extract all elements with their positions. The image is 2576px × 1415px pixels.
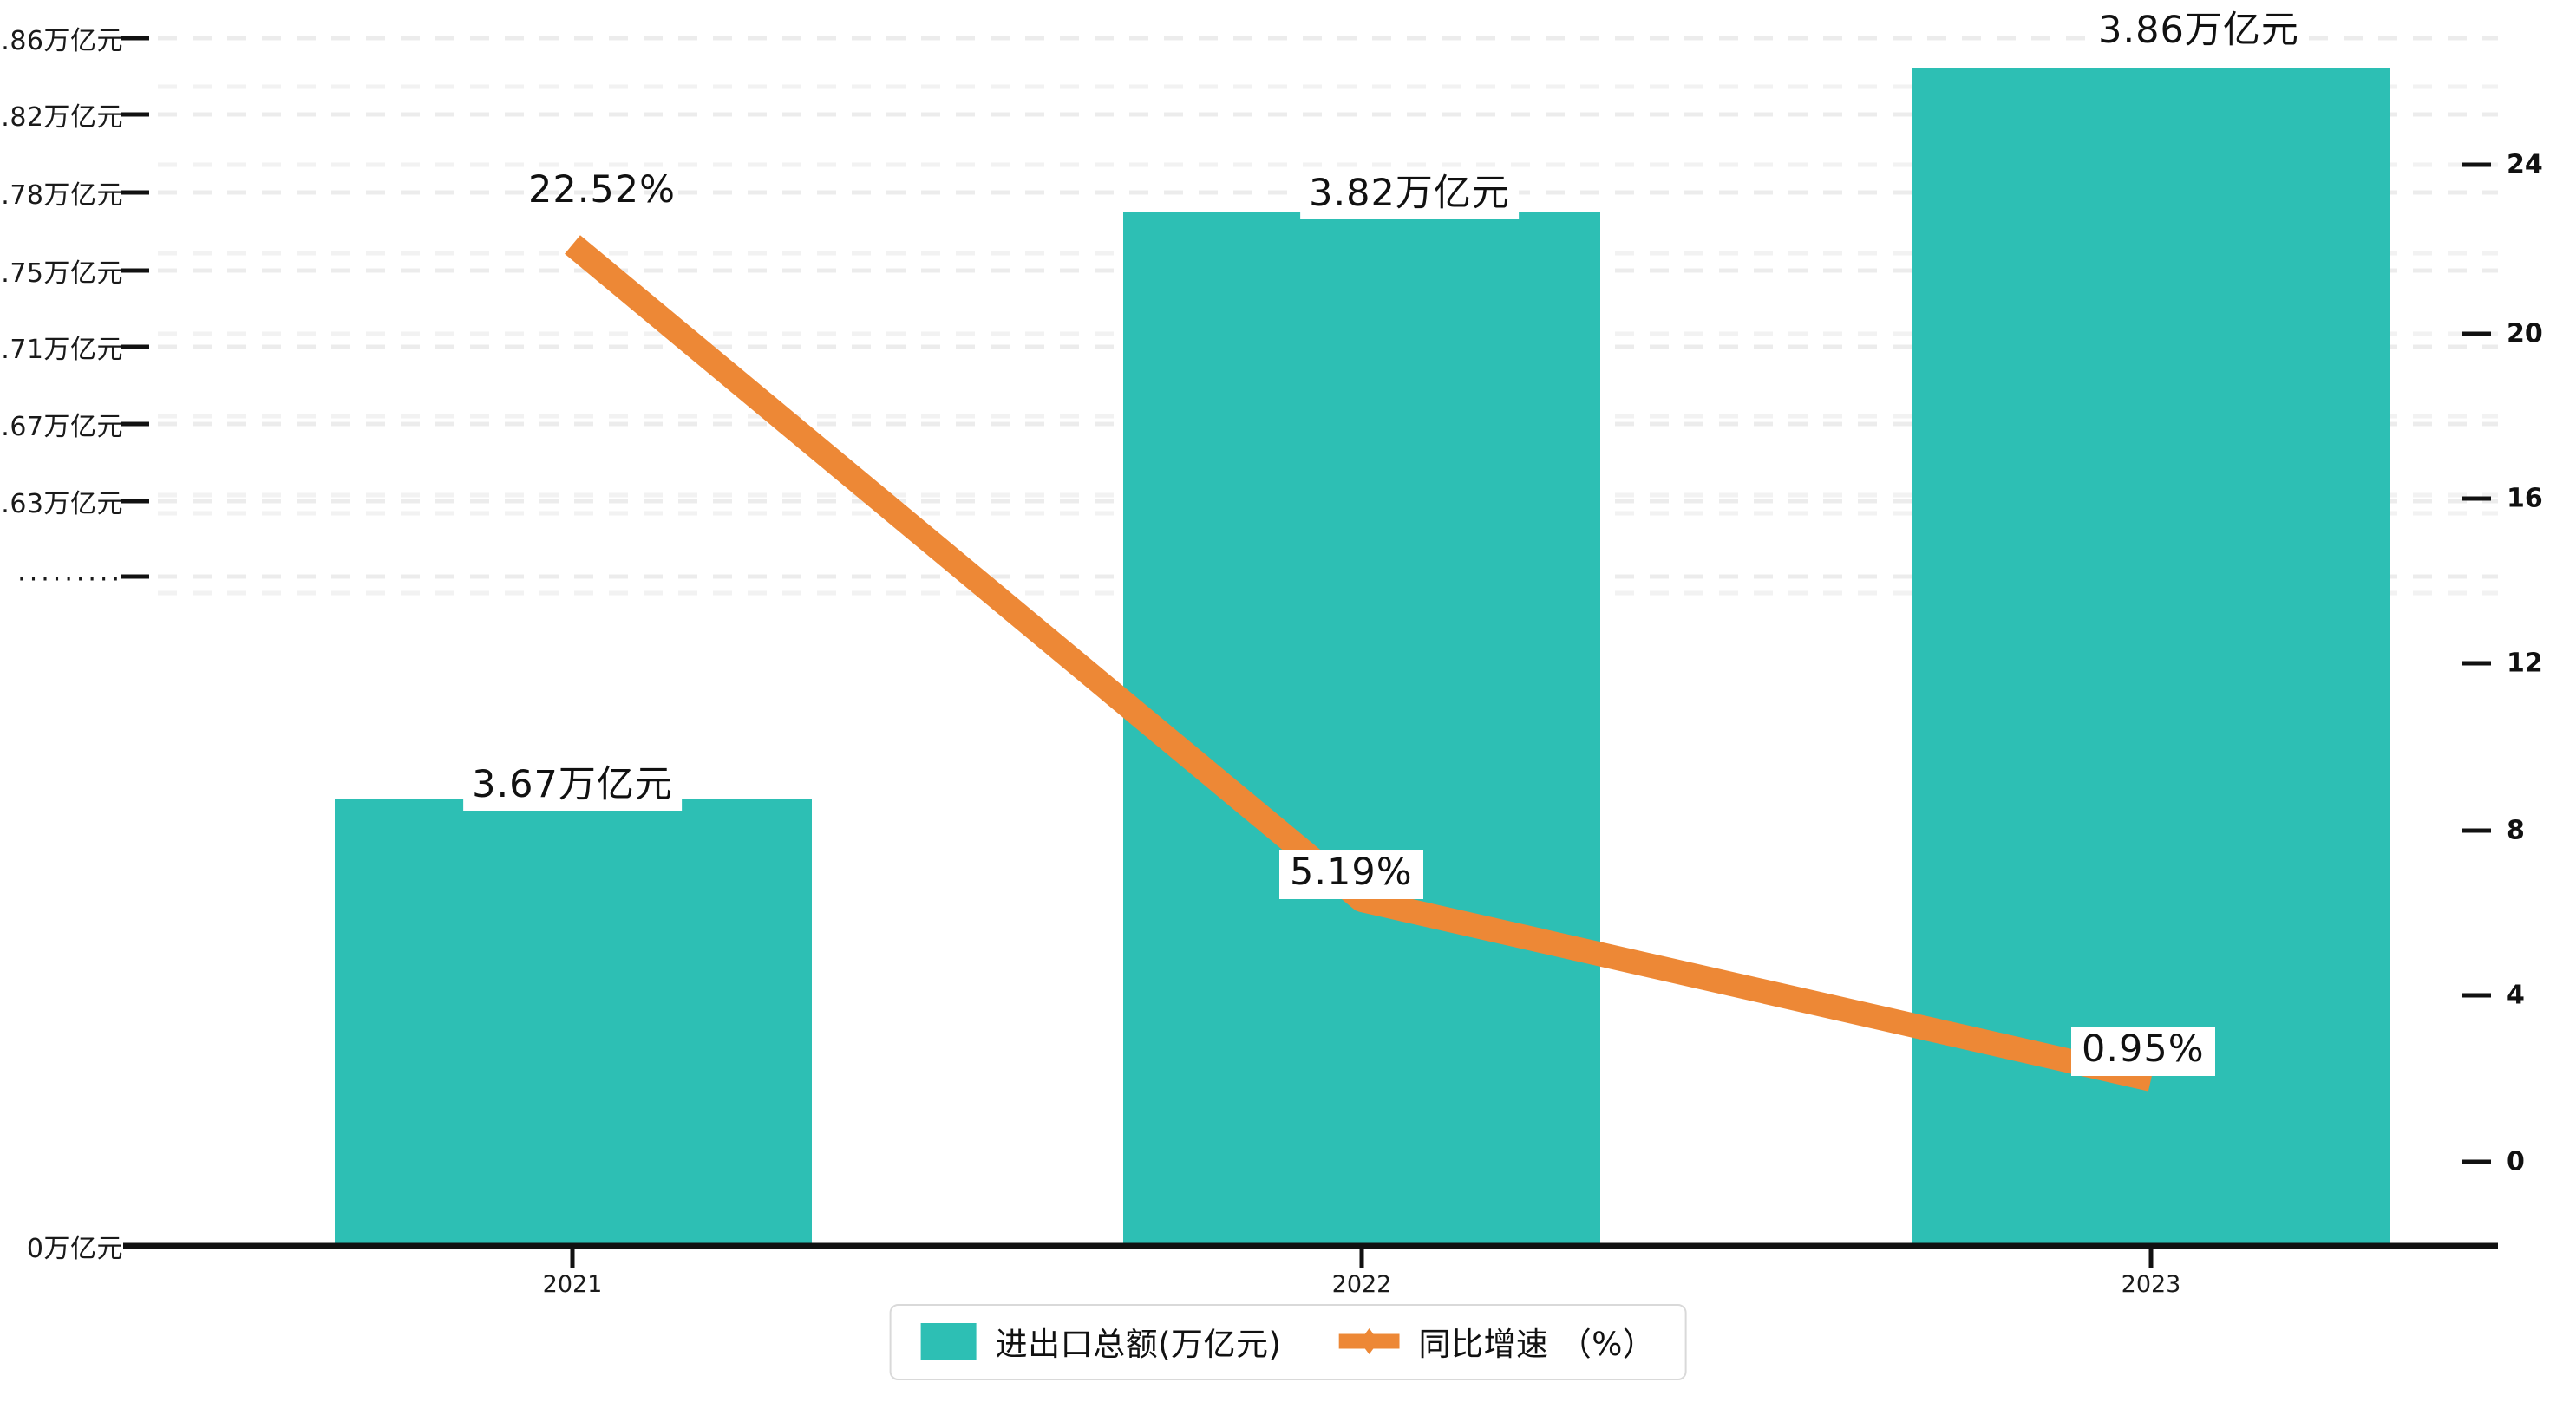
legend-bar-swatch-icon — [920, 1323, 977, 1360]
chart-legend: 进出口总额(万亿元) 同比增速 （%） — [889, 1304, 1687, 1380]
bar-2022[interactable] — [1123, 212, 1600, 1246]
x-axis-ticks — [570, 1246, 2154, 1268]
line-value-label-2022: 5.19% — [1279, 850, 1423, 900]
y-axis-right-label-5: 4 — [2507, 980, 2525, 1011]
legend-item-bar[interactable]: 进出口总额(万亿元) — [920, 1318, 1282, 1365]
legend-bar-text: 进出口总额(万亿元) — [995, 1326, 1282, 1363]
y-axis-right-label-3: 12 — [2507, 648, 2543, 679]
y-axis-right-label-2: 16 — [2507, 483, 2543, 514]
y-axis-left-label-3: 3.75万亿元 — [0, 258, 123, 289]
growth-line[interactable] — [565, 235, 2154, 1092]
y-axis-right-label-1: 20 — [2507, 318, 2543, 349]
legend-line-swatch-icon — [1338, 1323, 1400, 1360]
line-value-label-2021: 22.52% — [528, 168, 676, 212]
bar-2021[interactable] — [335, 799, 812, 1246]
legend-line-text: 同比增速 （%） — [1418, 1326, 1656, 1363]
x-axis-label-2021: 2021 — [542, 1271, 603, 1298]
y-axis-left-label-0: 3.86万亿元 — [0, 26, 123, 56]
y-axis-right-label-0: 24 — [2507, 149, 2543, 180]
line-series — [565, 235, 2154, 1092]
y-axis-left-label-6: 3.63万亿元 — [0, 489, 123, 519]
y-axis-left-label-5: 3.67万亿元 — [0, 412, 123, 442]
y-axis-left-label-4: 3.71万亿元 — [0, 335, 123, 365]
x-axis-label-2023: 2023 — [2121, 1271, 2181, 1298]
bar-value-label-2023: 3.86万亿元 — [2089, 9, 2308, 57]
bar-value-label-2021: 3.67万亿元 — [463, 763, 682, 812]
x-axis-label-2022: 2022 — [1331, 1271, 1392, 1298]
y-axis-left-label-2: 3.78万亿元 — [0, 180, 123, 211]
y-axis-right-label-4: 8 — [2507, 815, 2525, 846]
legend-item-line[interactable]: 同比增速 （%） — [1338, 1318, 1655, 1365]
y-axis-right-label-6: 0 — [2507, 1146, 2525, 1177]
y-axis-right-ticks — [2462, 162, 2491, 1164]
y-axis-left-label-1: 3.82万亿元 — [0, 102, 123, 133]
bar-value-label-2022: 3.82万亿元 — [1300, 172, 1519, 220]
y-axis-break-label: ......... — [17, 557, 123, 588]
line-value-label-2023: 0.95% — [2071, 1027, 2215, 1077]
y-axis-left-label-zero: 0万亿元 — [26, 1234, 123, 1264]
y-axis-left-ticks — [121, 36, 149, 579]
